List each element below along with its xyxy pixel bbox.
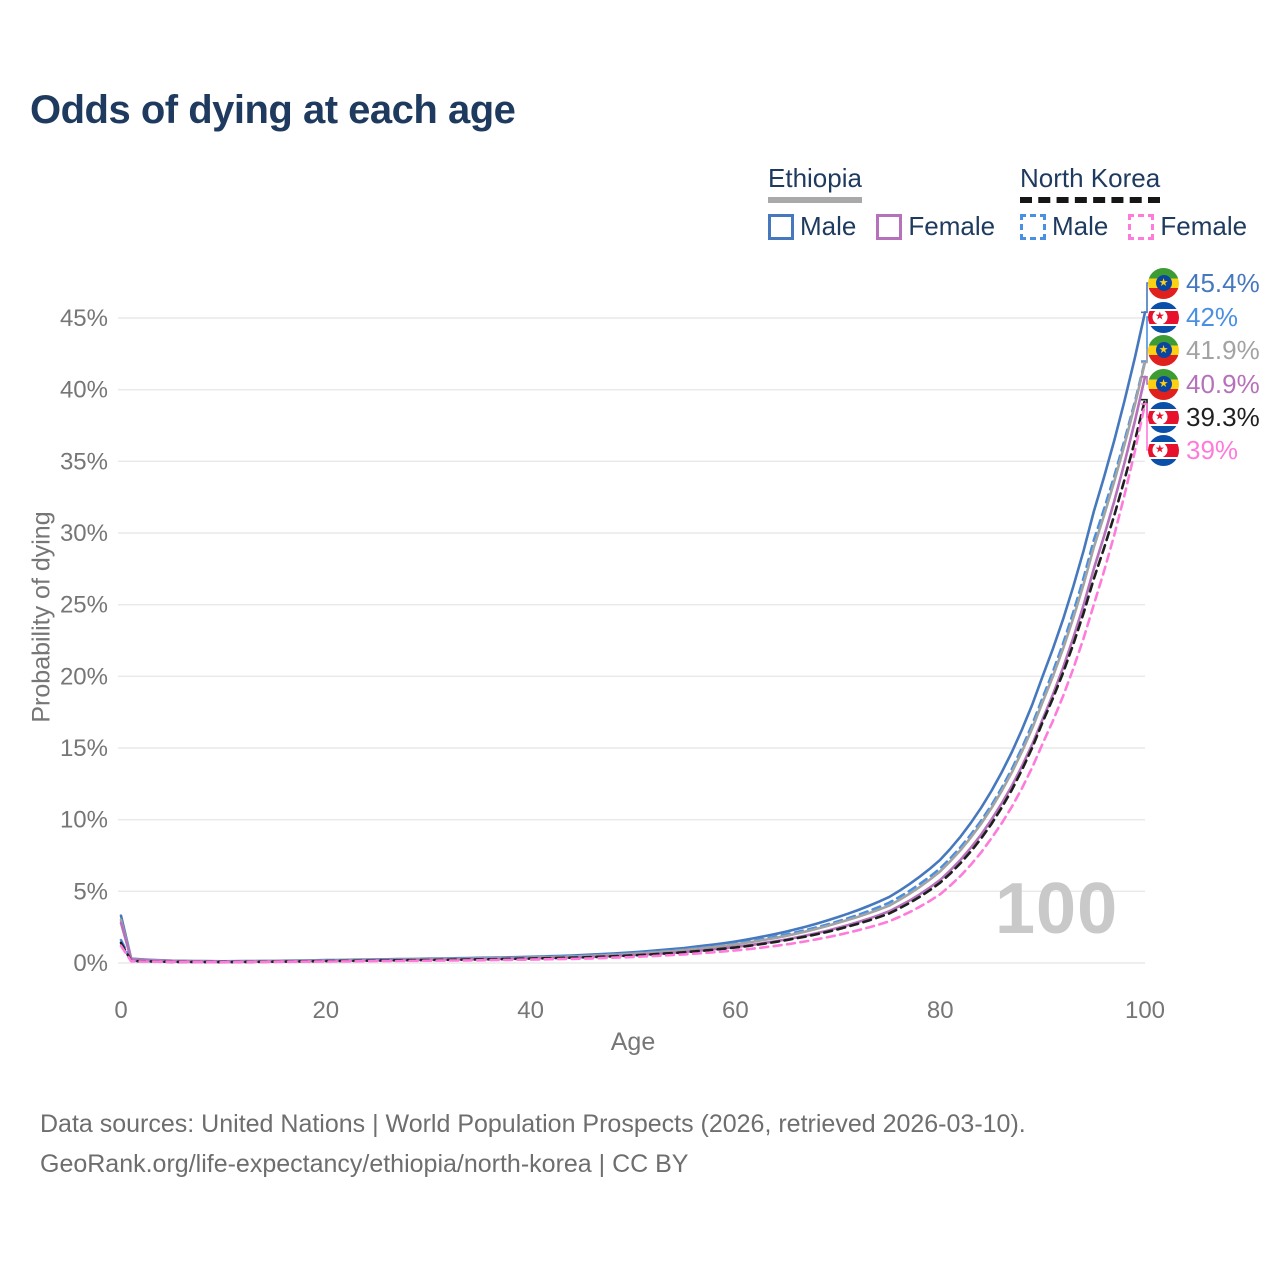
y-tick-label: 10%: [60, 807, 108, 834]
series-line-ethiopia-both-sexes: [119, 361, 1147, 963]
north-korea-star-icon: ★: [1152, 309, 1168, 325]
series-line-ethiopia-female: [119, 375, 1147, 963]
y-tick-label: 40%: [60, 377, 108, 404]
legend-items-ethiopia: Male Female: [768, 211, 995, 242]
legend-header-ethiopia: Ethiopia: [768, 163, 862, 203]
ethiopia-female-swatch-icon: [876, 213, 903, 240]
legend-label: Male: [1052, 211, 1109, 241]
legend-group-ethiopia: Ethiopia Male Female: [768, 163, 995, 242]
legend-items-north-korea: Male Female: [1020, 211, 1247, 242]
north-korea-flag-icon: ★: [1148, 434, 1179, 466]
age-watermark: 100: [995, 869, 1119, 949]
north-korea-star-icon: ★: [1152, 442, 1168, 458]
y-tick-label: 35%: [60, 448, 108, 475]
ethiopia-star-icon: ★: [1155, 342, 1172, 358]
y-tick-label: 0%: [73, 950, 108, 977]
end-label-ethiopia-female: ★ 40.9%: [1148, 368, 1260, 400]
series-line-north-korea-male: [119, 359, 1147, 964]
legend-item-north-korea-female[interactable]: Female: [1128, 211, 1247, 242]
end-label-value: 39.3%: [1186, 401, 1260, 432]
x-tick-label: 0: [114, 997, 127, 1024]
north-korea-male-swatch-icon: [1020, 213, 1046, 240]
north-korea-flag-icon: ★: [1148, 301, 1179, 333]
footer-attribution-line: GeoRank.org/life-expectancy/ethiopia/nor…: [40, 1150, 689, 1178]
y-tick-label: 45%: [60, 305, 108, 332]
ethiopia-male-swatch-icon: [768, 213, 794, 240]
end-label-value: 40.9%: [1186, 368, 1260, 399]
series-line-north-korea-female: [119, 402, 1147, 964]
end-label-north-korea-both: ★ 39.3%: [1148, 401, 1260, 433]
legend-label: Female: [1160, 211, 1248, 241]
x-tick-label: 60: [722, 997, 749, 1024]
legend-item-ethiopia-male[interactable]: Male: [768, 211, 856, 242]
y-tick-label: 5%: [73, 878, 108, 905]
ethiopia-star-icon: ★: [1155, 376, 1172, 392]
legend-label: Female: [908, 211, 996, 241]
series-line-ethiopia-male: [119, 311, 1147, 963]
end-label-value: 42%: [1186, 301, 1239, 332]
north-korea-female-swatch-icon: [1128, 213, 1155, 240]
y-tick-label: 25%: [60, 592, 108, 619]
x-tick-label: 40: [517, 997, 544, 1024]
y-tick-label: 15%: [60, 735, 108, 762]
north-korea-star-icon: ★: [1152, 409, 1168, 425]
y-tick-label: 30%: [60, 520, 108, 547]
ethiopia-star-icon: ★: [1155, 275, 1172, 291]
legend-header-north-korea: North Korea: [1020, 163, 1161, 203]
ethiopia-flag-icon: ★: [1148, 267, 1179, 299]
end-label-ethiopia-male: ★ 45.4%: [1148, 267, 1260, 299]
legend-item-north-korea-male[interactable]: Male: [1020, 211, 1108, 242]
ethiopia-flag-icon: ★: [1148, 368, 1179, 400]
ethiopia-flag-icon: ★: [1148, 334, 1179, 366]
end-label-ethiopia-both: ★ 41.9%: [1148, 334, 1260, 366]
footer: Data sources: United Nations | World Pop…: [40, 1104, 1026, 1184]
north-korea-flag-icon: ★: [1148, 401, 1179, 433]
x-tick-label: 20: [312, 997, 339, 1024]
end-label-north-korea-female: ★ 39%: [1148, 434, 1238, 466]
end-label-value: 41.9%: [1186, 334, 1260, 365]
page-title: Odds of dying at each age: [30, 88, 516, 132]
y-axis-title: Probability of dying: [27, 511, 56, 723]
legend-item-ethiopia-female[interactable]: Female: [876, 211, 995, 242]
series-line-north-korea-both-sexes: [119, 398, 1147, 964]
end-label-north-korea-male: ★ 42%: [1148, 301, 1238, 333]
x-axis-title: Age: [610, 1028, 656, 1056]
y-tick-label: 20%: [60, 663, 108, 690]
x-tick-label: 100: [1125, 997, 1165, 1024]
end-label-value: 39%: [1186, 434, 1239, 465]
x-tick-label: 80: [927, 997, 954, 1024]
legend-label: Male: [800, 211, 857, 241]
legend-group-north-korea: North Korea Male Female: [1020, 163, 1247, 242]
end-label-value: 45.4%: [1186, 267, 1260, 298]
footer-sources-line: Data sources: United Nations | World Pop…: [40, 1110, 1026, 1138]
